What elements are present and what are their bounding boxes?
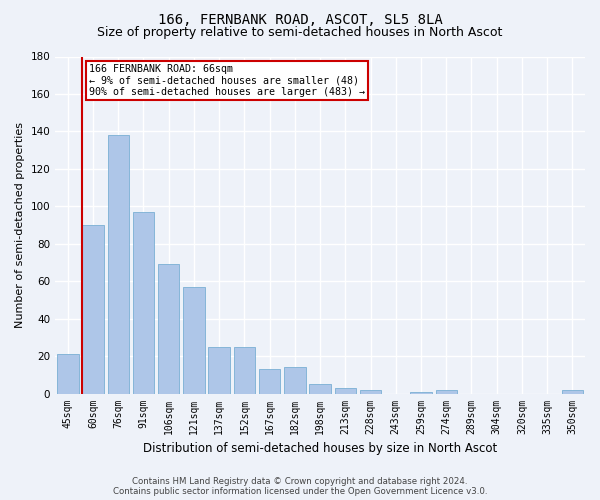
Text: Size of property relative to semi-detached houses in North Ascot: Size of property relative to semi-detach… xyxy=(97,26,503,39)
Bar xyxy=(82,225,104,394)
Bar xyxy=(410,392,432,394)
Bar xyxy=(562,390,583,394)
Bar xyxy=(107,135,129,394)
Bar xyxy=(158,264,179,394)
Bar xyxy=(259,369,280,394)
Bar xyxy=(208,346,230,394)
Bar xyxy=(233,346,255,394)
Text: Contains HM Land Registry data © Crown copyright and database right 2024.
Contai: Contains HM Land Registry data © Crown c… xyxy=(113,476,487,496)
Bar xyxy=(436,390,457,394)
Bar xyxy=(284,368,305,394)
Bar xyxy=(133,212,154,394)
Y-axis label: Number of semi-detached properties: Number of semi-detached properties xyxy=(15,122,25,328)
Bar xyxy=(310,384,331,394)
X-axis label: Distribution of semi-detached houses by size in North Ascot: Distribution of semi-detached houses by … xyxy=(143,442,497,455)
Bar xyxy=(360,390,381,394)
Bar xyxy=(57,354,79,394)
Bar xyxy=(183,287,205,394)
Text: 166 FERNBANK ROAD: 66sqm
← 9% of semi-detached houses are smaller (48)
90% of se: 166 FERNBANK ROAD: 66sqm ← 9% of semi-de… xyxy=(89,64,365,97)
Bar xyxy=(335,388,356,394)
Text: 166, FERNBANK ROAD, ASCOT, SL5 8LA: 166, FERNBANK ROAD, ASCOT, SL5 8LA xyxy=(158,12,442,26)
